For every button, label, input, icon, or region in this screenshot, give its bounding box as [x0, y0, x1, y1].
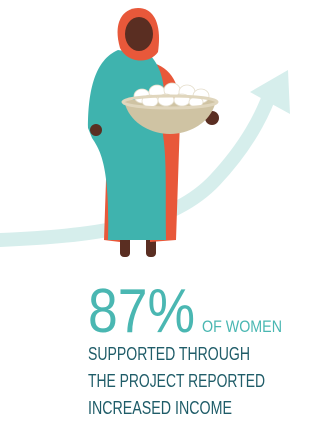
stat-text: SUPPORTED THROUGH [88, 344, 250, 364]
stat-suffix: OF WOMEN [202, 317, 282, 336]
face [125, 17, 153, 51]
illustration [0, 8, 290, 257]
stat-text: INCREASED INCOME [88, 398, 232, 418]
stat-text: THE PROJECT REPORTED [88, 371, 265, 391]
dress [88, 50, 166, 240]
infographic: 87% OF WOMEN SUPPORTED THROUGH THE PROJE… [0, 0, 299, 423]
stat-value: 87% [88, 277, 195, 346]
hand [90, 124, 102, 136]
